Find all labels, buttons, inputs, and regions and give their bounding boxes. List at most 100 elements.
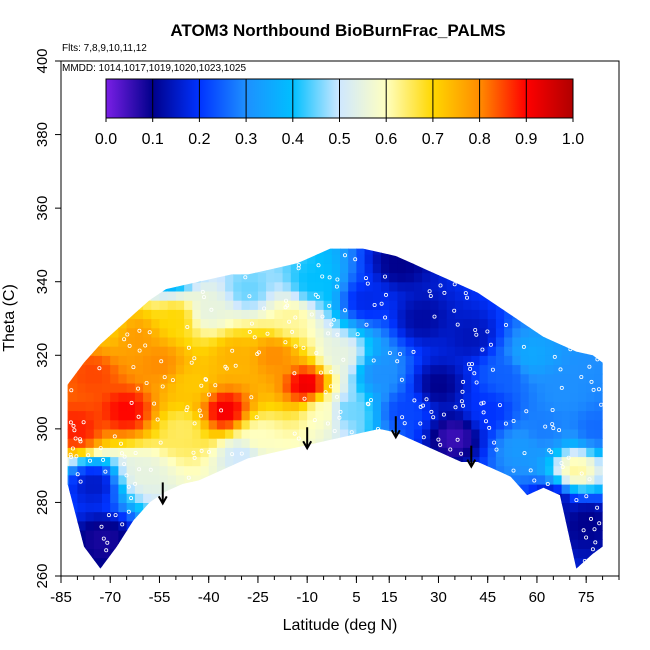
heatmap-cell xyxy=(67,290,70,301)
heatmap-cell xyxy=(184,456,193,467)
heatmap-cell xyxy=(340,465,349,476)
heatmap-cell xyxy=(233,566,243,569)
heatmap-cell xyxy=(93,456,103,467)
heatmap-cell xyxy=(216,438,226,448)
heatmap-cell xyxy=(536,410,546,421)
heatmap-cell xyxy=(143,557,152,568)
sample-point xyxy=(503,421,508,426)
heatmap-cell xyxy=(110,557,119,568)
sample-point xyxy=(262,306,267,311)
heatmap-cell xyxy=(397,248,407,255)
heatmap-cell xyxy=(110,355,119,366)
heatmap-cell xyxy=(356,318,366,329)
x-tick-label: -25 xyxy=(247,589,269,606)
heatmap-cell xyxy=(225,346,234,356)
heatmap-cell xyxy=(570,236,579,246)
heatmap-cell xyxy=(413,248,423,255)
heatmap-cell xyxy=(479,530,489,540)
heatmap-cell xyxy=(85,502,95,513)
sample-point xyxy=(199,383,204,388)
heatmap-cell xyxy=(528,530,538,540)
heatmap-cell xyxy=(69,465,78,476)
heatmap-cell xyxy=(67,474,70,485)
x-tick-label: -85 xyxy=(50,589,72,606)
heatmap-cell xyxy=(102,248,111,255)
heatmap-cell xyxy=(586,346,595,356)
sample-point xyxy=(243,275,248,280)
heatmap-cell xyxy=(200,364,210,375)
heatmap-cell xyxy=(200,336,210,347)
heatmap-cell xyxy=(67,438,70,448)
heatmap-cell xyxy=(233,382,243,393)
heatmap-cell xyxy=(266,410,275,421)
heatmap-cell xyxy=(176,236,185,246)
heatmap-cell xyxy=(422,318,431,329)
heatmap-cell xyxy=(77,474,87,485)
heatmap-cell xyxy=(192,272,202,283)
heatmap-cell xyxy=(266,236,275,246)
heatmap-cell xyxy=(299,419,308,430)
heatmap-cell xyxy=(405,410,415,421)
heatmap-cell xyxy=(422,484,431,494)
heatmap-cell xyxy=(257,364,267,375)
heatmap-cell xyxy=(159,539,169,549)
heatmap-cell xyxy=(405,318,415,329)
heatmap-cell xyxy=(69,272,78,283)
heatmap-cell xyxy=(561,392,571,402)
heatmap-cell xyxy=(201,236,210,246)
heatmap-cell xyxy=(192,309,202,320)
heatmap-cell xyxy=(299,236,308,246)
heatmap-cell xyxy=(594,272,603,283)
heatmap-cell xyxy=(405,281,415,292)
heatmap-cell xyxy=(274,438,284,448)
heatmap-cell xyxy=(167,309,177,320)
sample-point xyxy=(528,468,533,473)
heatmap-cell xyxy=(479,248,489,255)
heatmap-cell xyxy=(389,382,398,393)
heatmap-cell xyxy=(381,438,390,448)
heatmap-cell xyxy=(175,539,185,549)
heatmap-cell xyxy=(364,539,374,549)
sample-point xyxy=(126,484,131,489)
heatmap-cell xyxy=(93,373,103,384)
heatmap-cell xyxy=(430,428,440,439)
heatmap-cell xyxy=(167,248,177,255)
heatmap-cell xyxy=(504,309,513,320)
heatmap-cell xyxy=(208,465,218,476)
heatmap-cell xyxy=(405,465,415,476)
heatmap-cell xyxy=(520,300,530,310)
heatmap-cell xyxy=(331,428,341,439)
sample-point xyxy=(436,437,441,442)
heatmap-cell xyxy=(167,318,177,329)
heatmap-cell xyxy=(356,419,366,430)
heatmap-cell xyxy=(266,364,275,375)
heatmap-cell xyxy=(307,300,316,310)
heatmap-cell xyxy=(438,438,448,448)
heatmap-cell xyxy=(110,419,119,430)
heatmap-cell xyxy=(438,373,448,384)
heatmap-cell xyxy=(274,493,284,503)
heatmap-cell xyxy=(143,373,152,384)
heatmap-cell xyxy=(323,520,333,531)
heatmap-cell xyxy=(167,254,177,264)
sample-point xyxy=(68,452,73,457)
heatmap-cell xyxy=(413,309,423,320)
heatmap-cell xyxy=(192,438,202,448)
heatmap-cell xyxy=(216,428,226,439)
heatmap-cell xyxy=(184,355,193,366)
heatmap-cell xyxy=(192,248,202,255)
heatmap-cell xyxy=(241,373,251,384)
sample-point xyxy=(428,293,433,298)
heatmap-cell xyxy=(381,401,390,412)
heatmap-cell xyxy=(495,502,505,513)
heatmap-cell xyxy=(536,548,546,559)
heatmap-cell xyxy=(471,336,481,347)
heatmap-cell xyxy=(438,474,448,485)
sample-point xyxy=(342,253,347,258)
heatmap-cell xyxy=(602,548,603,559)
heatmap-cell xyxy=(611,438,620,448)
heatmap-cell xyxy=(331,318,341,329)
heatmap-cell xyxy=(307,566,316,569)
heatmap-cell xyxy=(397,281,407,292)
heatmap-cell xyxy=(438,254,448,264)
